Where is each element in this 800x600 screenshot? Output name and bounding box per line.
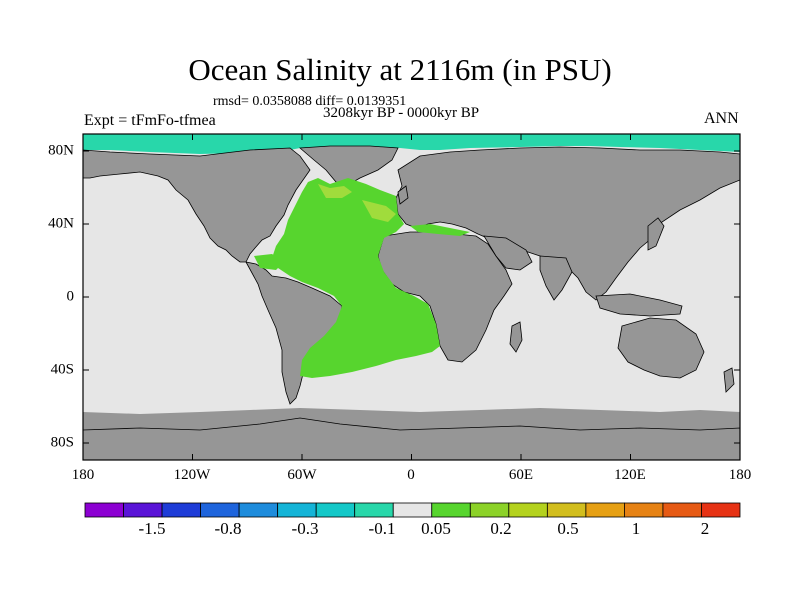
colorbar-label: 2	[700, 519, 710, 538]
colorbar-box	[238, 502, 279, 518]
lat-tick-label: 40N	[48, 215, 74, 232]
colorbar-box	[508, 502, 548, 518]
colorbar-box	[546, 502, 587, 518]
land-indonesia	[595, 293, 683, 317]
lon-tick-label: 60E	[508, 467, 534, 483]
figure-title: Ocean Salinity at 2116m (in PSU)	[188, 52, 612, 87]
colorbar-box	[662, 502, 702, 518]
land-india	[539, 255, 573, 301]
map-plot-area	[83, 134, 740, 460]
colorbar-box	[161, 502, 201, 518]
experiment-label: Expt = tFmFo-tfmea	[84, 112, 216, 129]
colorbar-box	[585, 502, 625, 518]
land-antarctica	[83, 417, 740, 460]
latitude-ticks	[83, 150, 740, 444]
colorbar-box	[624, 502, 664, 518]
colorbar-label: -0.8	[214, 519, 242, 538]
colorbar-label: -0.1	[368, 519, 396, 538]
land-madagascar	[509, 321, 523, 353]
lon-tick-label: 120E	[614, 467, 646, 483]
land-new-zealand	[723, 367, 735, 393]
land-north-america	[83, 147, 311, 263]
land-greenland	[298, 145, 399, 187]
period-text: 3208kyr BP - 0000kyr BP	[323, 105, 480, 121]
colorbar-box	[84, 502, 124, 518]
colorbar-box	[123, 502, 163, 518]
lat-tick-label: 80N	[48, 142, 74, 159]
colorbar-label: 0.2	[490, 519, 512, 538]
lon-tick-label: 180	[728, 467, 752, 483]
colorbar-box	[469, 502, 510, 518]
land-japan	[647, 217, 665, 251]
colorbar-box	[315, 502, 356, 518]
land-africa	[377, 231, 513, 363]
lat-tick-label: 40S	[50, 361, 74, 378]
colorbar-box	[200, 502, 240, 518]
longitude-ticks	[82, 134, 741, 460]
colorbar-box	[392, 502, 433, 518]
colorbar-label: 0.5	[557, 519, 579, 538]
colorbar-box	[277, 502, 317, 518]
lat-tick-label: 0	[66, 288, 75, 305]
colorbar-box	[431, 502, 471, 518]
atlantic-light-anomaly-patch-2	[362, 200, 396, 222]
season-label: ANN	[704, 110, 739, 127]
colorbar-label: 1	[631, 519, 641, 538]
lon-tick-label: 120W	[173, 467, 211, 483]
colorbar-label: -0.3	[291, 519, 319, 538]
caribbean-anomaly-region	[254, 254, 284, 270]
lon-tick-label: 180	[71, 467, 95, 483]
colorbar-label: 0.05	[421, 519, 451, 538]
land-australia	[617, 317, 705, 379]
colorbar-box	[701, 502, 741, 518]
land-british-isles	[397, 185, 409, 205]
lat-tick-label: 80S	[50, 434, 74, 451]
colorbar	[84, 502, 741, 518]
land-arabia	[483, 235, 533, 271]
atlantic-anomaly-region	[272, 178, 440, 378]
mediterranean-anomaly-region	[410, 224, 470, 236]
lon-tick-label: 60W	[287, 467, 317, 483]
colorbar-label: -1.5	[138, 519, 166, 538]
arctic-anomaly-region	[83, 134, 740, 154]
colorbar-box	[354, 502, 394, 518]
lon-tick-label: 0	[407, 467, 415, 483]
atlantic-light-anomaly-patch	[318, 184, 352, 198]
stats-text: rmsd= 0.0358088 diff= 0.0139351	[213, 94, 407, 109]
